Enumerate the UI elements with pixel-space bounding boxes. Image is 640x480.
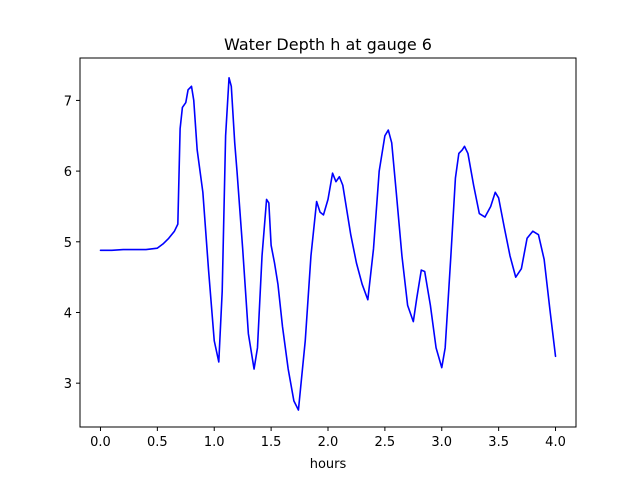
x-tick-label: 0.5 bbox=[147, 435, 168, 450]
x-tick-label: 0.0 bbox=[90, 435, 111, 450]
x-tick-label: 1.5 bbox=[261, 435, 282, 450]
x-tick-label: 3.5 bbox=[488, 435, 509, 450]
plot-area bbox=[99, 76, 557, 411]
y-axis: 3 4 5 6 7 bbox=[64, 94, 80, 392]
x-axis-label: hours bbox=[310, 457, 347, 472]
y-tick-label: 3 bbox=[64, 377, 72, 392]
x-tick-label: 3.0 bbox=[431, 435, 452, 450]
y-tick-label: 6 bbox=[64, 165, 72, 180]
y-tick-label: 7 bbox=[64, 94, 72, 109]
y-tick-label: 4 bbox=[64, 306, 72, 321]
x-tick-label: 1.0 bbox=[204, 435, 225, 450]
x-axis: 0.0 0.5 1.0 1.5 2.0 2.5 3.0 3.5 4.0 bbox=[90, 427, 566, 450]
chart-title: Water Depth h at gauge 6 bbox=[224, 35, 432, 54]
x-tick-label: 2.5 bbox=[375, 435, 396, 450]
x-tick-label: 2.0 bbox=[318, 435, 339, 450]
x-tick-label: 4.0 bbox=[545, 435, 566, 450]
series-line bbox=[99, 76, 557, 411]
y-tick-label: 5 bbox=[64, 236, 72, 251]
